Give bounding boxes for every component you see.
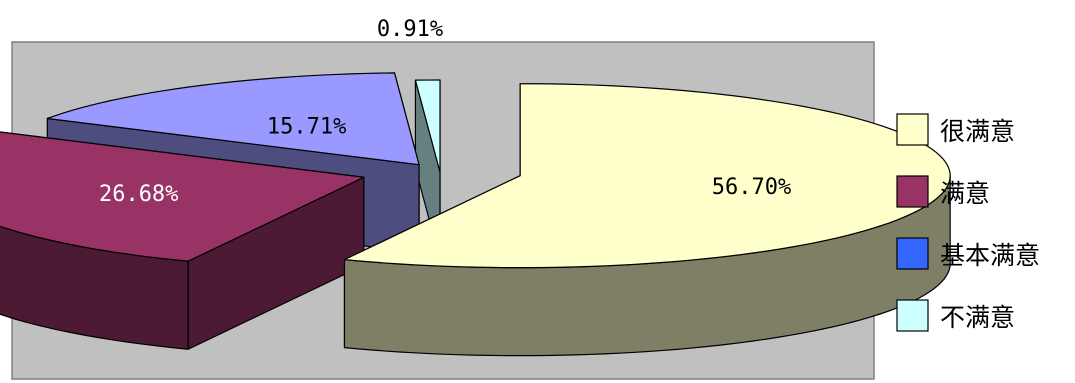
legend-label-0: 很满意: [940, 117, 1015, 146]
data-labels: 56.70% 26.68% 15.71% 0.91%: [99, 17, 791, 207]
legend-swatch-0: [896, 113, 929, 146]
data-label-3: 0.91%: [377, 17, 443, 42]
legend-entry-1: 满意: [896, 175, 990, 208]
pie-slice-0: [343, 83, 951, 269]
legend-label-3: 不满意: [940, 303, 1015, 332]
legend-entry-0: 很满意: [896, 113, 1015, 146]
legend-entry-2: 基本满意: [896, 237, 1040, 270]
data-label-2: 15.71%: [267, 115, 346, 140]
legend-swatch-3: [896, 299, 929, 332]
legend-label-2: 基本满意: [940, 241, 1040, 270]
pie-slice-3: [414, 79, 441, 173]
pie-slices: [0, 72, 951, 357]
data-label-0: 56.70%: [712, 175, 791, 200]
legend-entry-3: 不满意: [896, 299, 1015, 332]
legend-swatch-1: [896, 175, 929, 208]
legend-swatch-2: [896, 237, 929, 270]
data-label-1: 26.68%: [99, 182, 178, 207]
pie-slice-1: [0, 131, 365, 262]
legend-label-1: 满意: [940, 179, 990, 208]
pie-slice-2: [46, 72, 420, 166]
